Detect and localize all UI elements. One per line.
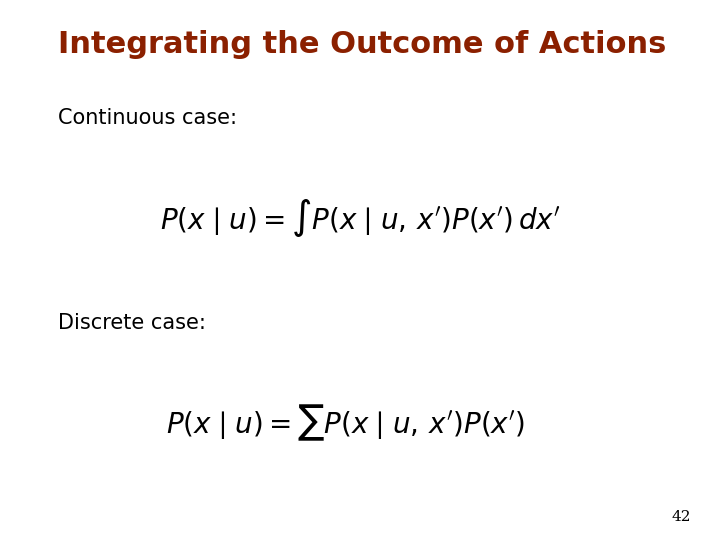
Text: $P(x\mid u) = \sum P(x\mid u,\, x^{\prime})P(x^{\prime})$: $P(x\mid u) = \sum P(x\mid u,\, x^{\prim… (166, 402, 525, 443)
Text: $P(x\mid u) = \int P(x\mid u,\, x^{\prime})P(x^{\prime})\,dx^{\prime}$: $P(x\mid u) = \int P(x\mid u,\, x^{\prim… (160, 197, 560, 239)
Text: Continuous case:: Continuous case: (58, 108, 237, 128)
Text: Discrete case:: Discrete case: (58, 313, 205, 333)
Text: 42: 42 (672, 510, 691, 524)
Text: Integrating the Outcome of Actions: Integrating the Outcome of Actions (58, 30, 666, 59)
